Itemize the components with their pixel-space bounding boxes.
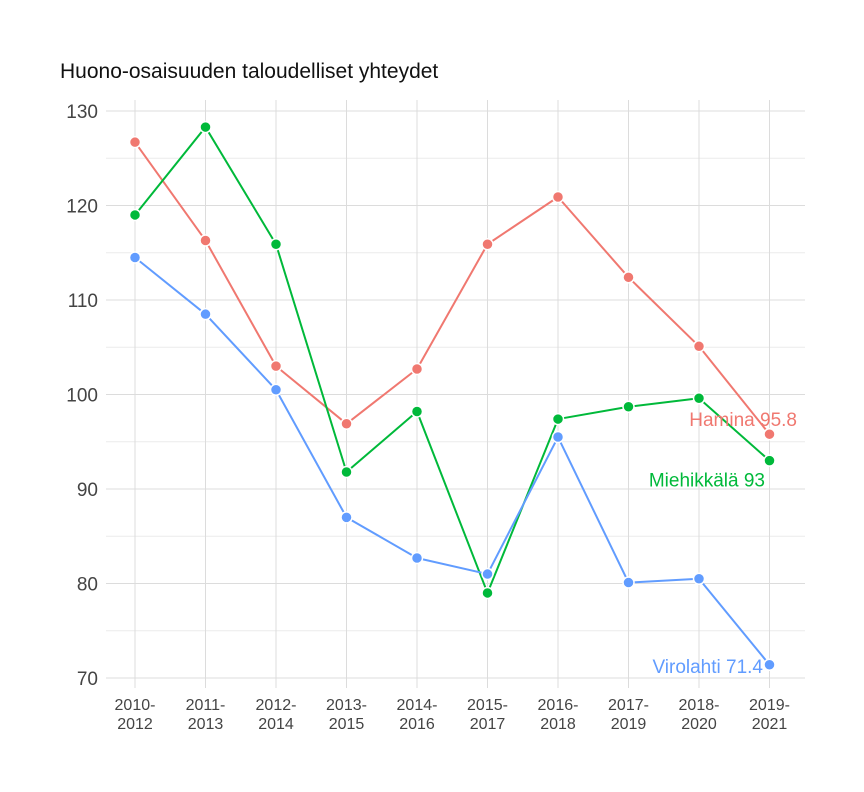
data-point-virolahti	[128, 251, 142, 264]
x-tick-label: 2013-2015	[326, 697, 367, 733]
data-point-hamina	[269, 359, 283, 373]
data-point-hamina	[622, 271, 635, 284]
x-tick-label: 2017-2019	[608, 697, 649, 733]
end-label-virolahti: Virolahti 71.4	[652, 657, 763, 678]
data-point-miehikk-l-	[128, 208, 142, 222]
x-axis-ticks: 2010-2012 2011-2013 2012-2014 2013-2015 2014…	[115, 697, 790, 733]
data-point-virolahti	[551, 430, 565, 444]
data-point-hamina	[481, 237, 494, 251]
end-label-miehikk-l-: Miehikkälä 93	[649, 471, 765, 492]
data-point-hamina	[763, 427, 776, 441]
x-tick-label: 2016-2018	[538, 697, 579, 733]
end-label-hamina: Hamina 95.8	[689, 410, 797, 431]
data-point-virolahti	[692, 572, 706, 586]
data-point-virolahti	[481, 567, 494, 581]
data-point-miehikk-l-	[340, 465, 353, 479]
data-point-hamina	[692, 340, 706, 353]
grid-layer	[106, 100, 805, 688]
y-tick-label: 120	[66, 197, 98, 218]
data-point-miehikk-l-	[551, 412, 565, 426]
chart-title: Huono-osaisuuden taloudelliset yhteydet	[60, 60, 438, 83]
data-point-miehikk-l-	[269, 237, 283, 251]
data-point-virolahti	[269, 383, 283, 397]
x-tick-label: 2015-2017	[467, 697, 508, 733]
series-line-hamina	[134, 141, 771, 435]
x-tick-label: 2014-2016	[397, 697, 438, 733]
y-tick-label: 130	[66, 102, 98, 123]
data-point-virolahti	[340, 511, 353, 524]
y-tick-label: 70	[77, 669, 98, 690]
data-point-virolahti	[410, 551, 424, 565]
data-point-virolahti	[622, 576, 635, 589]
y-axis-ticks: 70 80 90 100 110 120 130	[66, 102, 98, 690]
y-tick-label: 100	[66, 386, 98, 407]
series-layer	[128, 120, 776, 672]
y-tick-label: 90	[77, 480, 98, 501]
x-tick-label: 2011-2013	[186, 697, 226, 733]
x-tick-label: 2018-2020	[679, 697, 720, 733]
data-point-virolahti	[199, 307, 212, 321]
data-point-hamina	[199, 234, 212, 247]
y-tick-label: 110	[68, 291, 98, 312]
data-point-hamina	[340, 417, 353, 431]
x-tick-label: 2019-2021	[749, 697, 790, 733]
end-labels: Hamina 95.8 Miehikkälä 93 Virolahti 71.4	[649, 410, 797, 678]
data-point-virolahti	[763, 658, 776, 672]
x-tick-label: 2012-2014	[256, 697, 297, 733]
data-point-hamina	[551, 190, 565, 204]
data-point-miehikk-l-	[763, 454, 776, 467]
y-tick-label: 80	[77, 575, 98, 596]
series-line-virolahti	[134, 256, 771, 666]
data-point-miehikk-l-	[410, 405, 424, 418]
data-point-miehikk-l-	[481, 586, 494, 600]
data-point-hamina	[128, 135, 142, 149]
data-point-hamina	[410, 362, 424, 376]
data-point-miehikk-l-	[692, 392, 706, 405]
series-line-miehikk-l-	[134, 126, 771, 594]
data-point-miehikk-l-	[199, 120, 212, 134]
data-point-miehikk-l-	[622, 400, 635, 414]
x-tick-label: 2010-2012	[115, 697, 156, 733]
